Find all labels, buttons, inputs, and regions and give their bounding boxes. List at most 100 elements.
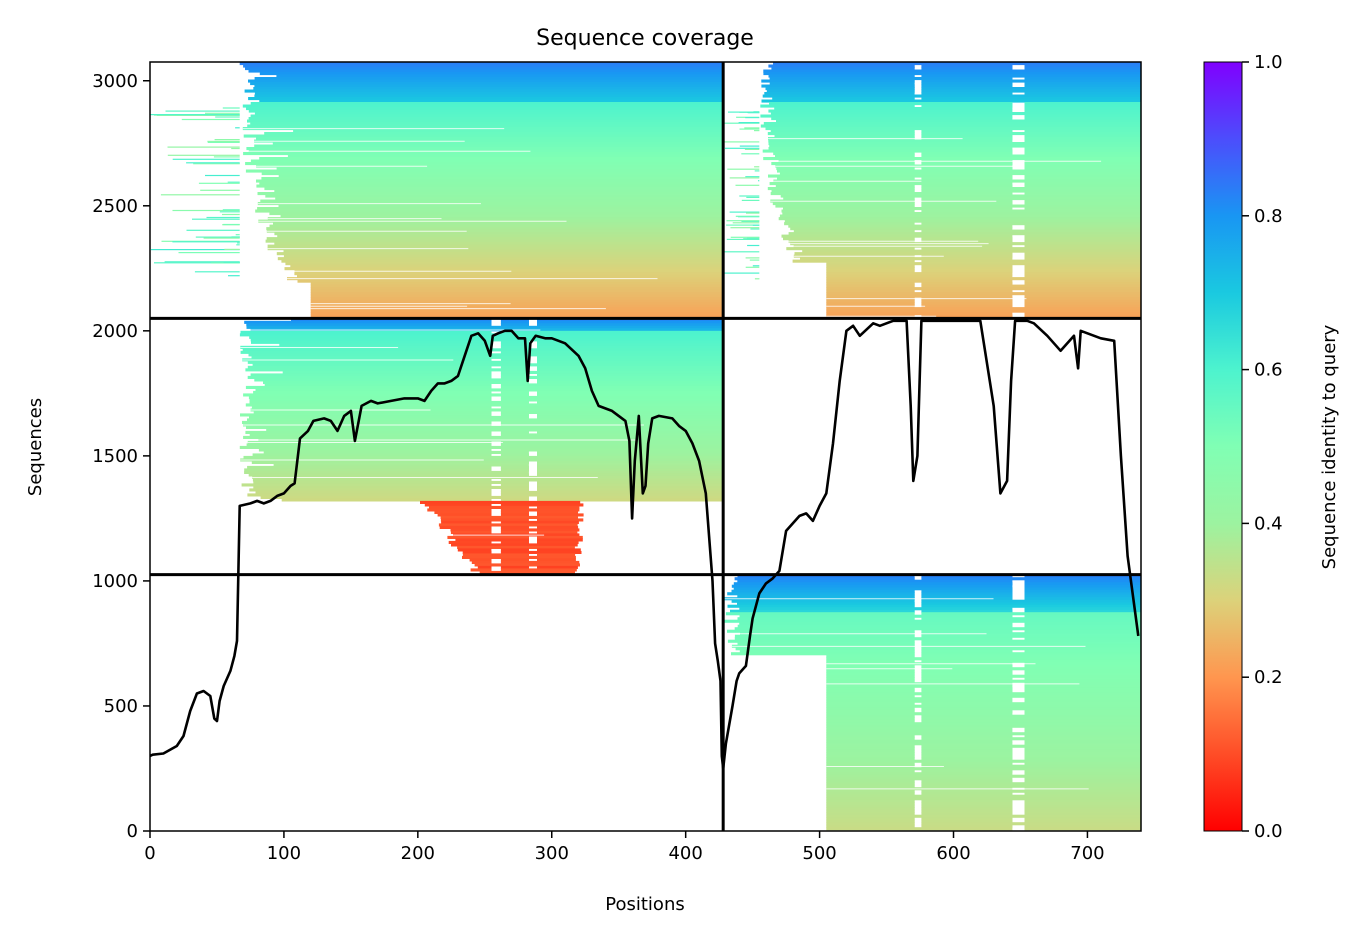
heatmap-row-strip — [500, 520, 579, 524]
heatmap-row-strip — [769, 102, 1013, 106]
heatmap-row-strip — [1024, 299, 1141, 303]
heatmap-row-strip — [826, 694, 915, 698]
heatmap-fragment — [752, 265, 760, 267]
heatmap-row-strip — [921, 589, 1013, 593]
heatmap-row-strip — [826, 299, 915, 303]
heatmap-row-strip — [1024, 254, 1141, 258]
heatmap-row-strip — [1024, 237, 1141, 241]
heatmap-row-strip — [826, 692, 1141, 696]
heatmap-row-strip — [500, 550, 582, 554]
heatmap-row-strip — [826, 267, 915, 271]
y-tick-label: 500 — [104, 696, 138, 717]
heatmap-row-strip — [1024, 574, 1141, 578]
heatmap-row-strip — [793, 229, 915, 233]
heatmap-row-strip — [765, 127, 1141, 131]
heatmap-row-strip — [440, 515, 578, 519]
heatmap-row-strip — [537, 360, 724, 364]
heatmap-row-strip — [245, 385, 492, 389]
heatmap-row-strip — [284, 267, 724, 271]
heatmap-row-strip — [537, 498, 724, 502]
heatmap-row-strip — [282, 370, 492, 374]
heatmap-row-strip — [826, 772, 1013, 776]
heatmap-row-strip — [921, 134, 1013, 138]
heatmap-row-strip — [470, 568, 492, 572]
heatmap-gap-streak — [266, 230, 467, 232]
heatmap-row-strip — [921, 632, 1141, 636]
heatmap-row-strip — [242, 420, 492, 424]
heatmap-row-strip — [767, 132, 915, 136]
heatmap-row-strip — [253, 390, 492, 394]
heatmap-row-strip — [1024, 182, 1141, 186]
heatmap-row-strip — [826, 794, 1141, 798]
heatmap-row-strip — [921, 314, 1013, 318]
heatmap-row-strip — [921, 647, 1141, 651]
heatmap-row-strip — [500, 498, 529, 502]
heatmap-row-strip — [826, 754, 915, 758]
heatmap-row-strip — [784, 222, 915, 226]
heatmap-row-strip — [921, 719, 1141, 723]
x-tick-label: 400 — [668, 843, 702, 864]
heatmap-row-strip — [457, 545, 575, 549]
heatmap-row-strip — [1024, 742, 1141, 746]
heatmap-row-strip — [921, 749, 1013, 753]
heatmap-row-strip — [257, 207, 724, 211]
heatmap-row-strip — [1024, 772, 1141, 776]
block-dividers — [150, 62, 1141, 831]
heatmap-row-strip — [1024, 269, 1141, 273]
heatmap-row-strip — [1024, 199, 1141, 203]
heatmap-row-strip — [1024, 107, 1141, 111]
heatmap-row-strip — [826, 287, 1141, 291]
heatmap-row-strip — [921, 137, 1013, 141]
heatmap-row-strip — [921, 714, 1141, 718]
heatmap-row-strip — [281, 259, 724, 263]
heatmap-row-strip — [763, 122, 1141, 126]
heatmap-row-strip — [826, 737, 915, 741]
heatmap-row-strip — [1024, 749, 1141, 753]
heatmap-row-strip — [921, 802, 1013, 806]
heatmap-row-strip — [921, 817, 1013, 821]
heatmap-row-strip — [826, 312, 1013, 316]
heatmap-row-strip — [310, 284, 724, 288]
heatmap-row-strip — [290, 264, 724, 268]
heatmap-row-strip — [310, 289, 724, 293]
heatmap-row-strip — [1024, 149, 1141, 153]
heatmap-row-strip — [921, 269, 1013, 273]
heatmap-row-strip — [826, 739, 1013, 743]
heatmap-row-strip — [537, 510, 578, 514]
heatmap-row-strip — [269, 224, 724, 228]
heatmap-row-strip — [1024, 274, 1141, 278]
heatmap-row-strip — [921, 734, 1013, 738]
heatmap-row-strip — [921, 634, 1141, 638]
heatmap-row-strip — [826, 749, 915, 753]
x-tick-label: 600 — [936, 843, 970, 864]
heatmap-row-strip — [725, 612, 915, 616]
heatmap-row-strip — [537, 430, 724, 434]
heatmap-row-strip — [921, 89, 1141, 93]
y-tick-label: 0 — [127, 821, 138, 842]
plot-frame — [149, 61, 1142, 832]
heatmap-row-strip — [477, 565, 492, 569]
heatmap-row-strip — [921, 674, 1141, 678]
heatmap-fragment — [744, 148, 760, 150]
heatmap-row-strip — [770, 192, 1013, 196]
heatmap-row-strip — [440, 518, 529, 522]
heatmap-row-strip — [537, 318, 724, 322]
heatmap-row-strip — [242, 348, 724, 352]
heatmap-row-strip — [241, 483, 492, 487]
heatmap-row-strip — [826, 684, 1013, 688]
heatmap-row-strip — [239, 333, 724, 337]
heatmap-gap-streak — [242, 128, 505, 130]
heatmap-row-strip — [921, 67, 1013, 71]
heatmap-row-strip — [248, 97, 724, 101]
heatmap-row-strip — [500, 375, 724, 379]
heatmap-row-strip — [760, 114, 1013, 118]
heatmap-row-strip — [921, 177, 1013, 181]
heatmap-row-strip — [783, 197, 915, 201]
heatmap-block-1 — [150, 62, 724, 318]
heatmap-row-strip — [537, 393, 724, 397]
heatmap-row-strip — [724, 619, 1141, 623]
heatmap-row-strip — [921, 789, 1141, 793]
heatmap-row-strip — [786, 247, 915, 251]
heatmap-row-strip — [1024, 114, 1141, 118]
heatmap-fragment — [223, 223, 240, 226]
